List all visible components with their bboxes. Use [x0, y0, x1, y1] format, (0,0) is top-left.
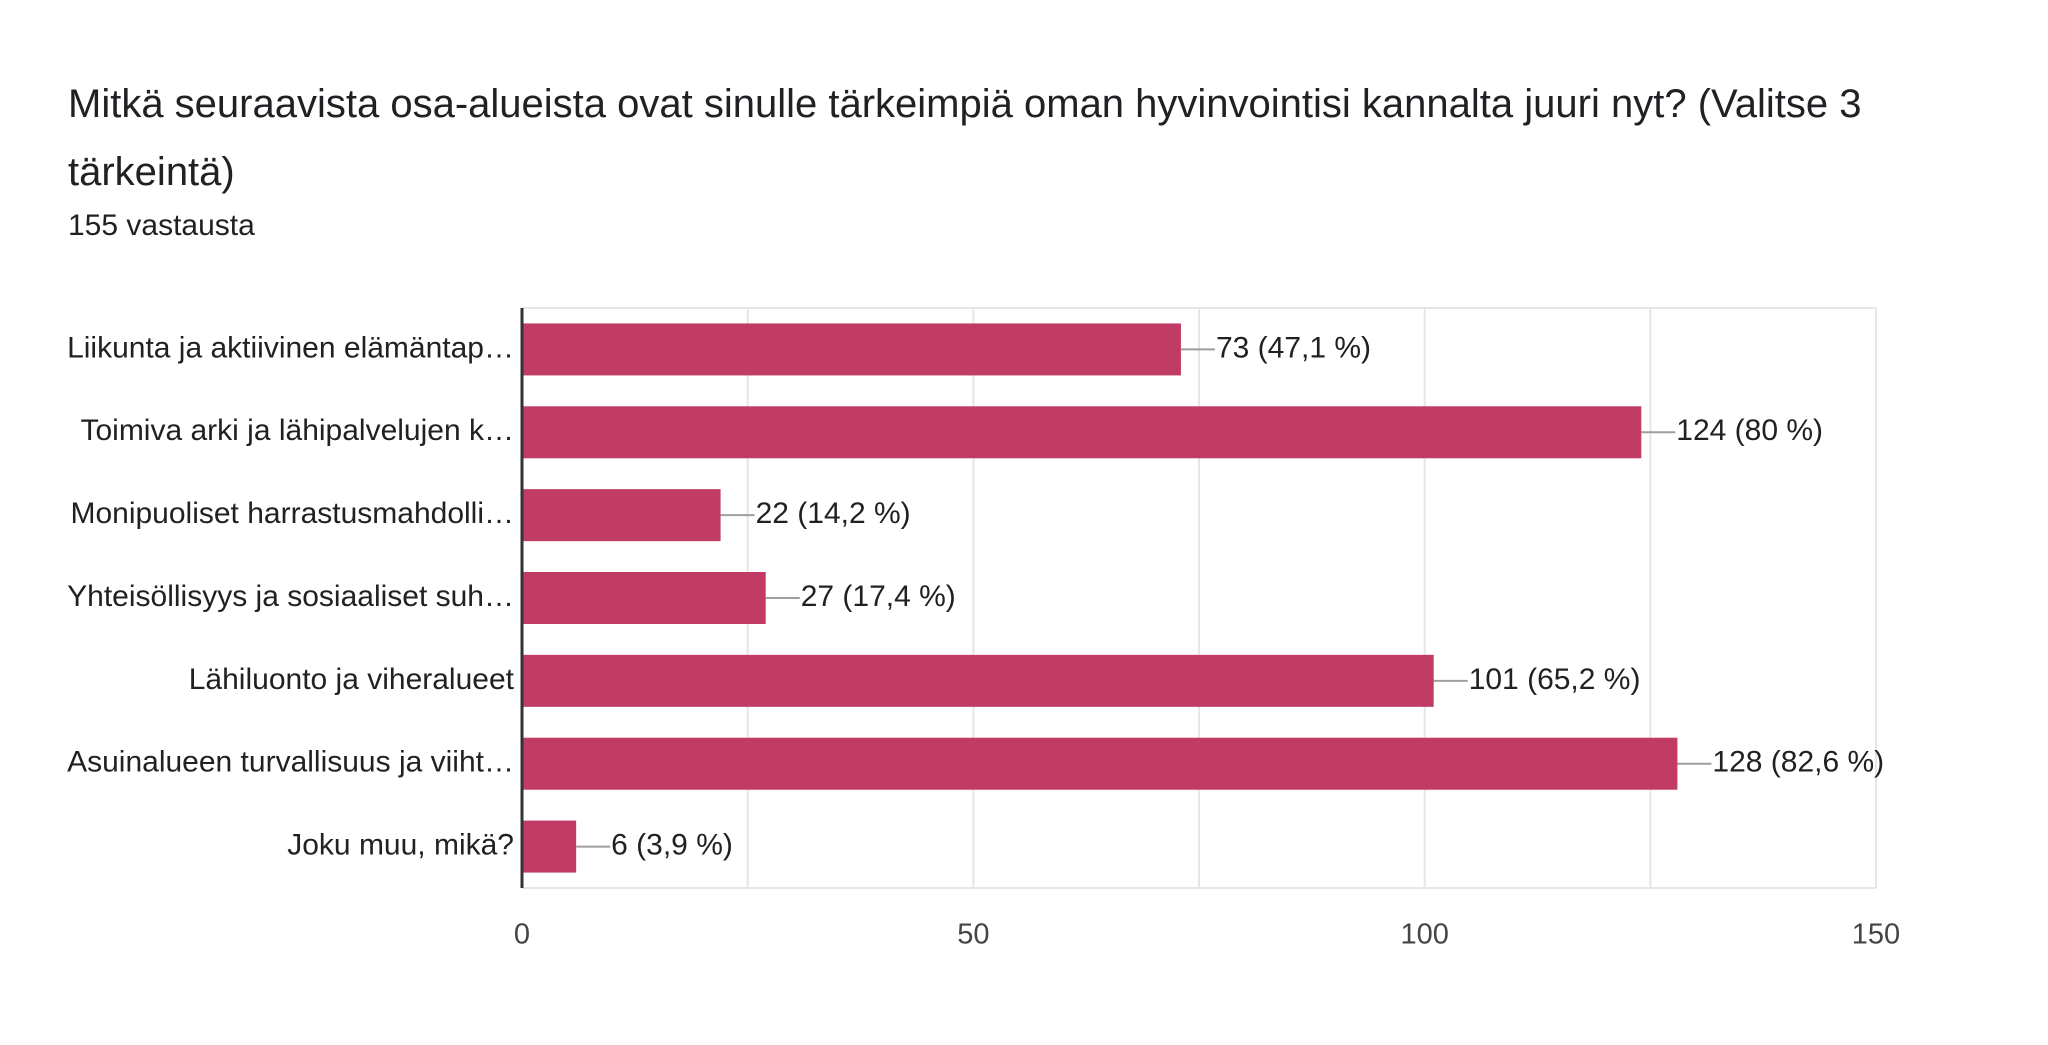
- category-label: Lähiluonto ja viheralueet: [189, 663, 515, 696]
- data-label: 128 (82,6 %): [1712, 746, 1884, 779]
- bar: [522, 572, 766, 624]
- category-label: Monipuoliset harrastusmahdolli…: [70, 497, 514, 530]
- bar: [522, 820, 577, 873]
- x-tick-label: 100: [1400, 919, 1448, 951]
- bar: [522, 489, 721, 542]
- data-label: 101 (65,2 %): [1469, 663, 1641, 696]
- data-label: 22 (14,2 %): [756, 497, 911, 530]
- category-label: Liikunta ja aktiivinen elämäntap…: [67, 331, 514, 364]
- category-label: Joku muu, mikä?: [287, 828, 514, 861]
- bar: [522, 406, 1642, 459]
- category-label: Toimiva arki ja lähipalvelujen k…: [80, 414, 514, 447]
- response-count: 155 vastausta: [68, 209, 255, 242]
- x-tick-label: 50: [957, 919, 989, 951]
- bar: [522, 323, 1181, 376]
- category-label: Yhteisöllisyys ja sosiaaliset suh…: [67, 580, 514, 613]
- x-tick-label: 150: [1852, 919, 1900, 951]
- page-title: Mitkä seuraavista osa-alueista ovat sinu…: [68, 82, 1862, 194]
- x-tick-label: 0: [514, 919, 530, 951]
- bar: [522, 737, 1678, 790]
- data-label: 124 (80 %): [1676, 414, 1823, 447]
- data-label: 27 (17,4 %): [801, 580, 956, 613]
- category-label: Asuinalueen turvallisuus ja viiht…: [67, 746, 514, 779]
- data-label: 6 (3,9 %): [611, 828, 733, 861]
- bar: [522, 654, 1434, 707]
- data-label: 73 (47,1 %): [1216, 331, 1371, 364]
